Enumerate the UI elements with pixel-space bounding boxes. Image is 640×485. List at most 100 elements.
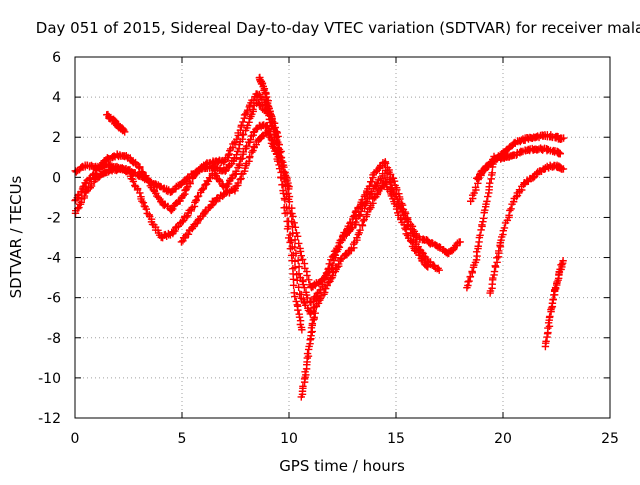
y-tick-label: 2 bbox=[52, 130, 61, 146]
data-point bbox=[303, 349, 312, 358]
data-point bbox=[294, 256, 302, 265]
series-track-12 bbox=[541, 257, 567, 351]
data-point bbox=[546, 312, 554, 321]
y-tick-label: -6 bbox=[47, 291, 61, 307]
data-point bbox=[357, 207, 365, 216]
data-point bbox=[488, 169, 496, 177]
data-point bbox=[299, 280, 308, 289]
data-point bbox=[295, 262, 303, 271]
data-point bbox=[291, 236, 299, 244]
data-point bbox=[236, 175, 244, 184]
data-point bbox=[289, 281, 298, 289]
data-point bbox=[298, 255, 307, 264]
data-point bbox=[288, 256, 296, 265]
data-point bbox=[277, 173, 285, 181]
data-point bbox=[235, 140, 244, 149]
data-point bbox=[74, 191, 82, 200]
data-point bbox=[490, 267, 499, 276]
data-point bbox=[129, 177, 138, 186]
data-point bbox=[299, 382, 307, 391]
data-point bbox=[556, 149, 565, 158]
data-point bbox=[285, 185, 293, 193]
data-point bbox=[484, 192, 492, 201]
data-point bbox=[559, 165, 568, 173]
x-tick-label: 10 bbox=[280, 431, 298, 447]
data-point bbox=[325, 260, 334, 268]
data-point bbox=[302, 371, 310, 379]
data-point bbox=[512, 192, 521, 201]
data-point bbox=[358, 221, 366, 229]
data-point bbox=[139, 198, 148, 207]
data-point bbox=[281, 209, 289, 218]
data-point bbox=[363, 210, 371, 219]
data-point bbox=[507, 205, 515, 213]
data-point bbox=[468, 267, 476, 276]
data-point bbox=[283, 225, 292, 233]
data-point bbox=[293, 276, 301, 285]
data-point bbox=[381, 159, 390, 168]
data-point bbox=[296, 320, 305, 329]
data-point bbox=[500, 224, 509, 232]
data-point bbox=[279, 158, 287, 167]
data-point bbox=[286, 244, 295, 253]
y-tick-label: -10 bbox=[38, 371, 61, 387]
data-point bbox=[250, 96, 258, 104]
data-point bbox=[296, 247, 305, 256]
data-point bbox=[308, 327, 316, 336]
data-point bbox=[274, 144, 283, 152]
data-point bbox=[292, 297, 300, 306]
data-point bbox=[236, 126, 245, 134]
data-point bbox=[98, 162, 106, 170]
data-point bbox=[318, 280, 327, 288]
x-tick-label: 5 bbox=[178, 431, 187, 447]
data-point bbox=[283, 217, 291, 226]
data-point bbox=[239, 130, 248, 139]
data-point bbox=[403, 231, 412, 240]
data-point bbox=[300, 283, 309, 292]
data-point bbox=[291, 257, 299, 266]
data-point bbox=[142, 172, 150, 180]
y-tick-label: -12 bbox=[38, 411, 61, 427]
data-point bbox=[294, 306, 302, 314]
data-point bbox=[389, 195, 397, 203]
data-point bbox=[294, 283, 303, 291]
data-point bbox=[474, 242, 482, 250]
data-point bbox=[246, 152, 254, 161]
data-point bbox=[228, 174, 236, 182]
data-point bbox=[465, 277, 473, 285]
data-point bbox=[74, 204, 82, 213]
data-point bbox=[495, 247, 503, 255]
data-point bbox=[232, 167, 240, 175]
data-point bbox=[559, 257, 567, 265]
data-point bbox=[267, 139, 276, 147]
data-point bbox=[121, 128, 129, 136]
data-point bbox=[479, 214, 488, 223]
data-point bbox=[356, 226, 364, 234]
data-point bbox=[482, 200, 490, 208]
data-point bbox=[279, 186, 287, 195]
data-point bbox=[352, 218, 360, 226]
data-point bbox=[249, 146, 257, 155]
data-point bbox=[264, 126, 272, 135]
data-point bbox=[338, 236, 346, 245]
data-point bbox=[232, 151, 241, 159]
y-tick-label: 6 bbox=[52, 50, 61, 66]
data-point bbox=[490, 152, 498, 161]
data-point bbox=[239, 118, 247, 126]
data-point bbox=[224, 151, 233, 159]
data-point bbox=[295, 313, 304, 321]
data-point bbox=[192, 196, 201, 204]
data-point bbox=[305, 276, 313, 284]
data-point bbox=[269, 121, 277, 130]
data-point bbox=[171, 227, 179, 235]
data-point bbox=[303, 271, 311, 280]
plot-frame bbox=[74, 56, 611, 419]
data-point bbox=[545, 322, 554, 330]
data-point bbox=[246, 135, 255, 144]
data-point bbox=[542, 337, 550, 345]
data-point bbox=[483, 197, 491, 206]
data-point bbox=[131, 181, 139, 190]
series-track-11 bbox=[486, 161, 568, 297]
data-point bbox=[310, 313, 318, 322]
